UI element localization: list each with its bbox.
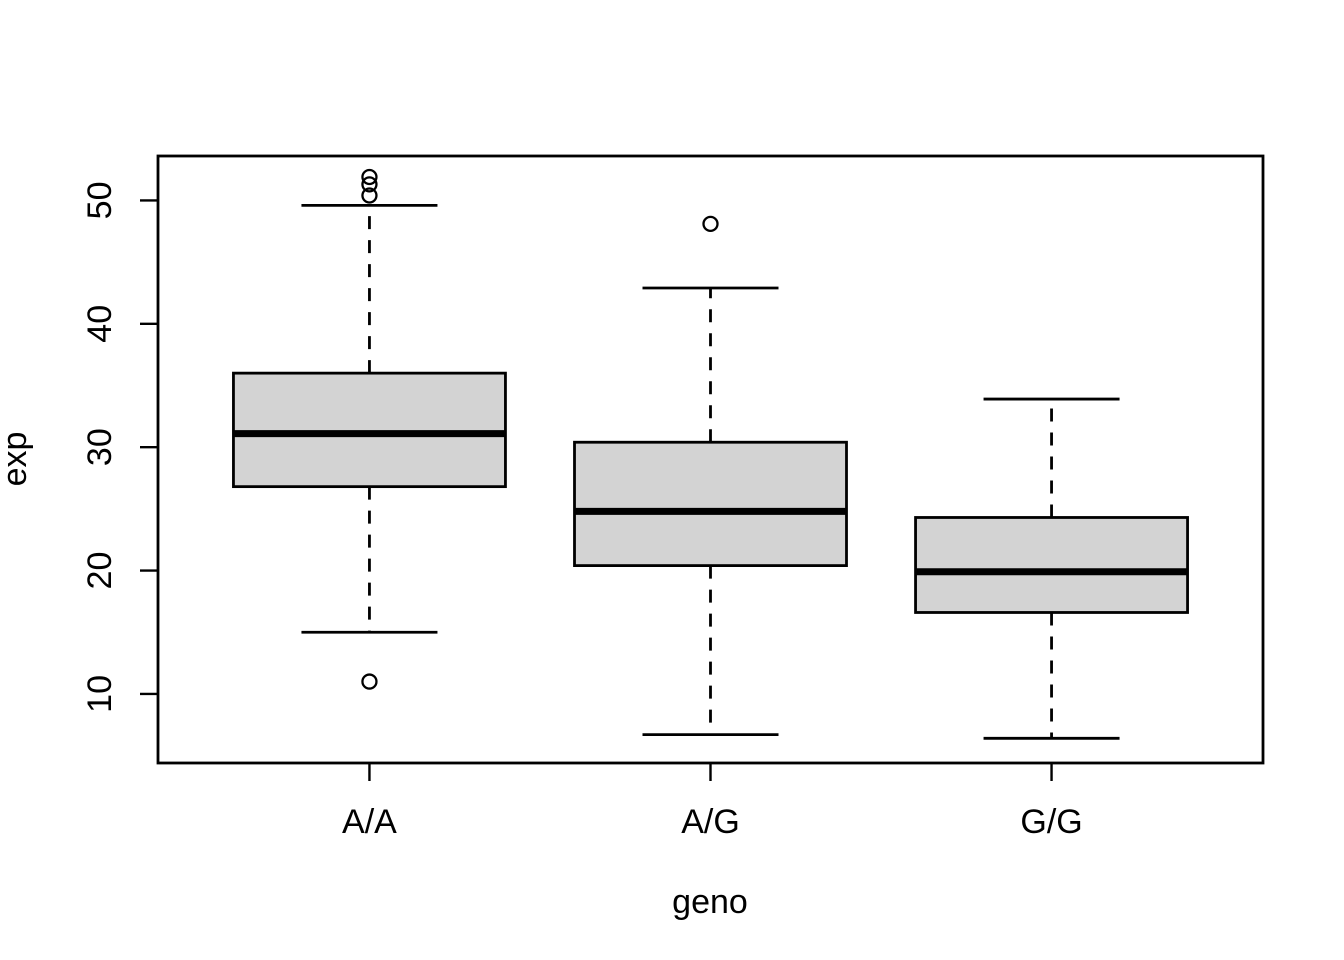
y-tick-label: 40 xyxy=(81,305,119,343)
x-category-label: G/G xyxy=(1020,803,1082,841)
y-tick-label: 10 xyxy=(81,675,119,713)
y-axis-title: exp xyxy=(0,432,34,487)
y-tick-label: 20 xyxy=(81,552,119,590)
iqr-box xyxy=(232,371,507,489)
x-category-label: A/A xyxy=(342,803,397,841)
iqr-box xyxy=(573,440,848,568)
outlier-point xyxy=(702,215,719,233)
outlier-point xyxy=(361,187,378,204)
x-axis-title: geno xyxy=(672,883,748,921)
outlier-point xyxy=(361,673,378,690)
y-tick-label: 50 xyxy=(81,182,119,220)
outlier-point xyxy=(361,168,378,186)
iqr-box xyxy=(914,516,1189,614)
x-category-label: A/G xyxy=(681,803,740,841)
chart-content: 10 20 30 40 50 A/A A/G G/G xyxy=(81,154,1265,841)
y-tick-label: 30 xyxy=(81,428,119,466)
outlier-point xyxy=(361,176,378,193)
